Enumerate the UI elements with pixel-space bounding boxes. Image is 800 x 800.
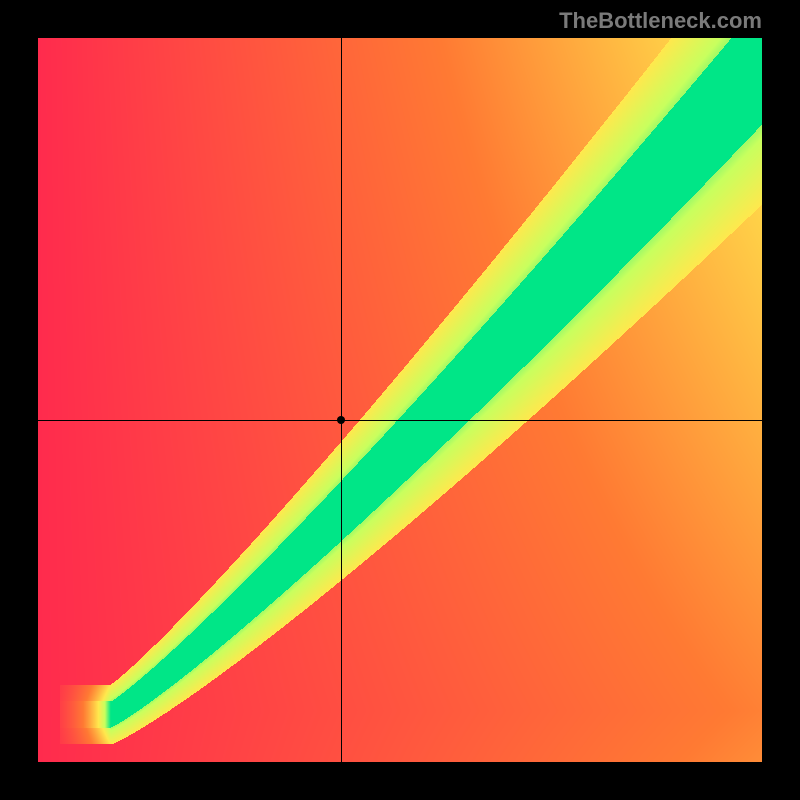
crosshair-horizontal (38, 420, 762, 421)
data-point-marker (337, 416, 345, 424)
heatmap-canvas (38, 38, 762, 762)
crosshair-vertical (341, 38, 342, 762)
watermark-text: TheBottleneck.com (559, 8, 762, 34)
bottleneck-heatmap (38, 38, 762, 762)
